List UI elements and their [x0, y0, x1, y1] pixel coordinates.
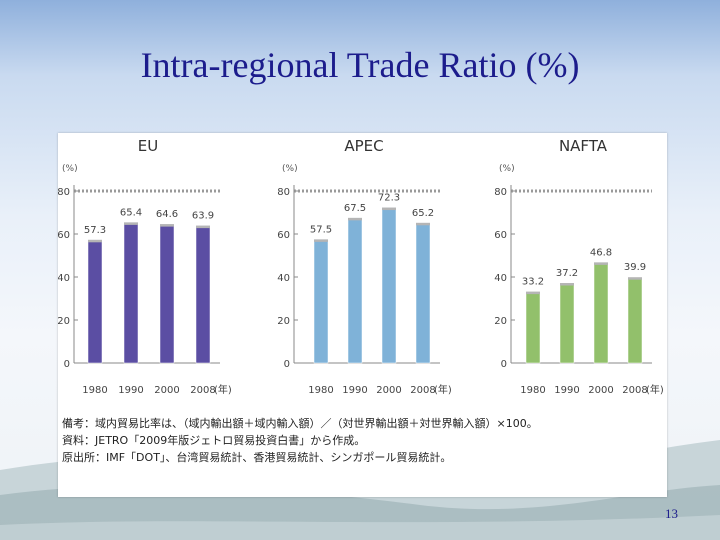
chart-notes: 備考：域内貿易比率は、（域内輸出額＋域内輸入額）／（対世界輸出額＋対世界輸入額）…	[62, 415, 662, 466]
bar	[559, 282, 575, 364]
data-label: 57.5	[310, 224, 332, 235]
bar	[195, 225, 211, 364]
year-unit-label: (年)	[214, 383, 232, 396]
x-tick-label: 1990	[342, 385, 367, 396]
x-tick-label: 1980	[82, 385, 107, 396]
year-unit-label: (年)	[434, 383, 452, 396]
y-tick-label: 80	[277, 187, 290, 198]
bar-cap	[314, 239, 328, 242]
bar-cap	[124, 222, 138, 225]
bar	[159, 223, 175, 364]
bar-cap	[594, 262, 608, 265]
data-label: 46.8	[590, 247, 612, 258]
unit-label: (%)	[282, 164, 298, 174]
bar-cap	[628, 277, 642, 280]
bar	[123, 222, 139, 364]
bar	[525, 291, 541, 364]
data-label: 65.2	[412, 208, 434, 219]
y-tick-label: 40	[58, 273, 70, 284]
y-tick-label: 80	[494, 187, 507, 198]
x-tick-label: 1980	[520, 385, 545, 396]
y-tick-label: 0	[284, 359, 290, 370]
x-tick-label: 2000	[588, 385, 613, 396]
panel-title: NAFTA	[559, 137, 608, 155]
bar-cap	[560, 283, 574, 286]
bar	[313, 239, 329, 364]
y-tick-label: 20	[494, 316, 507, 327]
panel-title: EU	[138, 137, 158, 155]
y-tick-label: 40	[277, 273, 290, 284]
unit-label: (%)	[499, 164, 515, 174]
data-label: 37.2	[556, 268, 578, 279]
bar-cap	[416, 222, 430, 226]
panel-title: APEC	[344, 137, 383, 155]
data-label: 67.5	[344, 203, 366, 214]
note-original-source: 原出所：IMF「DOT」、台湾貿易統計、香港貿易統計、シンガポール貿易統計。	[62, 451, 452, 464]
x-tick-label: 2000	[376, 385, 401, 396]
chart-figure: EU (%) 0 20 40 60 80 57.3 1980 65.4 1990 64.6 2000 63…	[58, 133, 667, 497]
note-source: 資料：JETRO「2009年版ジェトロ貿易投資白書」から作成。	[62, 434, 366, 447]
x-tick-label: 2000	[154, 385, 179, 396]
bar	[347, 217, 363, 364]
x-tick-label: 2008	[622, 385, 647, 396]
y-tick-label: 20	[277, 316, 290, 327]
note-remarks: 備考：域内貿易比率は、（域内輸出額＋域内輸入額）／（対世界輸出額＋対世界輸入額）…	[62, 417, 538, 430]
bar	[593, 262, 609, 364]
bar	[87, 239, 103, 364]
x-tick-label: 1980	[308, 385, 333, 396]
year-unit-label: (年)	[646, 383, 664, 396]
bar-charts: EU(%)02040608057.3198065.4199064.6200063…	[58, 137, 664, 396]
data-label: 65.4	[120, 207, 142, 218]
data-label: 33.2	[522, 277, 544, 288]
data-label: 64.6	[156, 209, 178, 220]
data-label: 72.3	[378, 193, 400, 204]
y-tick-label: 20	[58, 316, 70, 327]
x-tick-label: 1990	[118, 385, 143, 396]
bar	[627, 276, 643, 364]
x-tick-label: 1990	[554, 385, 579, 396]
y-tick-label: 60	[58, 230, 70, 241]
x-tick-label: 2008	[190, 385, 215, 396]
bar-cap	[196, 225, 210, 229]
bar-cap	[88, 239, 102, 243]
slide-title: Intra-regional Trade Ratio (%)	[140, 45, 580, 85]
bar	[381, 207, 397, 364]
y-tick-label: 60	[494, 230, 507, 241]
x-tick-label: 2008	[410, 385, 435, 396]
bar-cap	[526, 291, 540, 295]
data-label: 57.3	[84, 225, 106, 236]
bar	[415, 222, 431, 364]
bar-cap	[160, 224, 174, 227]
y-tick-label: 0	[64, 359, 70, 370]
data-label: 63.9	[192, 211, 214, 222]
y-tick-label: 40	[494, 273, 507, 284]
y-tick-label: 0	[501, 359, 507, 370]
data-label: 39.9	[624, 262, 646, 273]
y-tick-label: 60	[277, 230, 290, 241]
y-tick-label: 80	[58, 187, 70, 198]
page-number: 13	[665, 506, 678, 521]
bar-cap	[382, 207, 396, 211]
unit-label: (%)	[62, 164, 78, 174]
bar-cap	[348, 217, 362, 221]
